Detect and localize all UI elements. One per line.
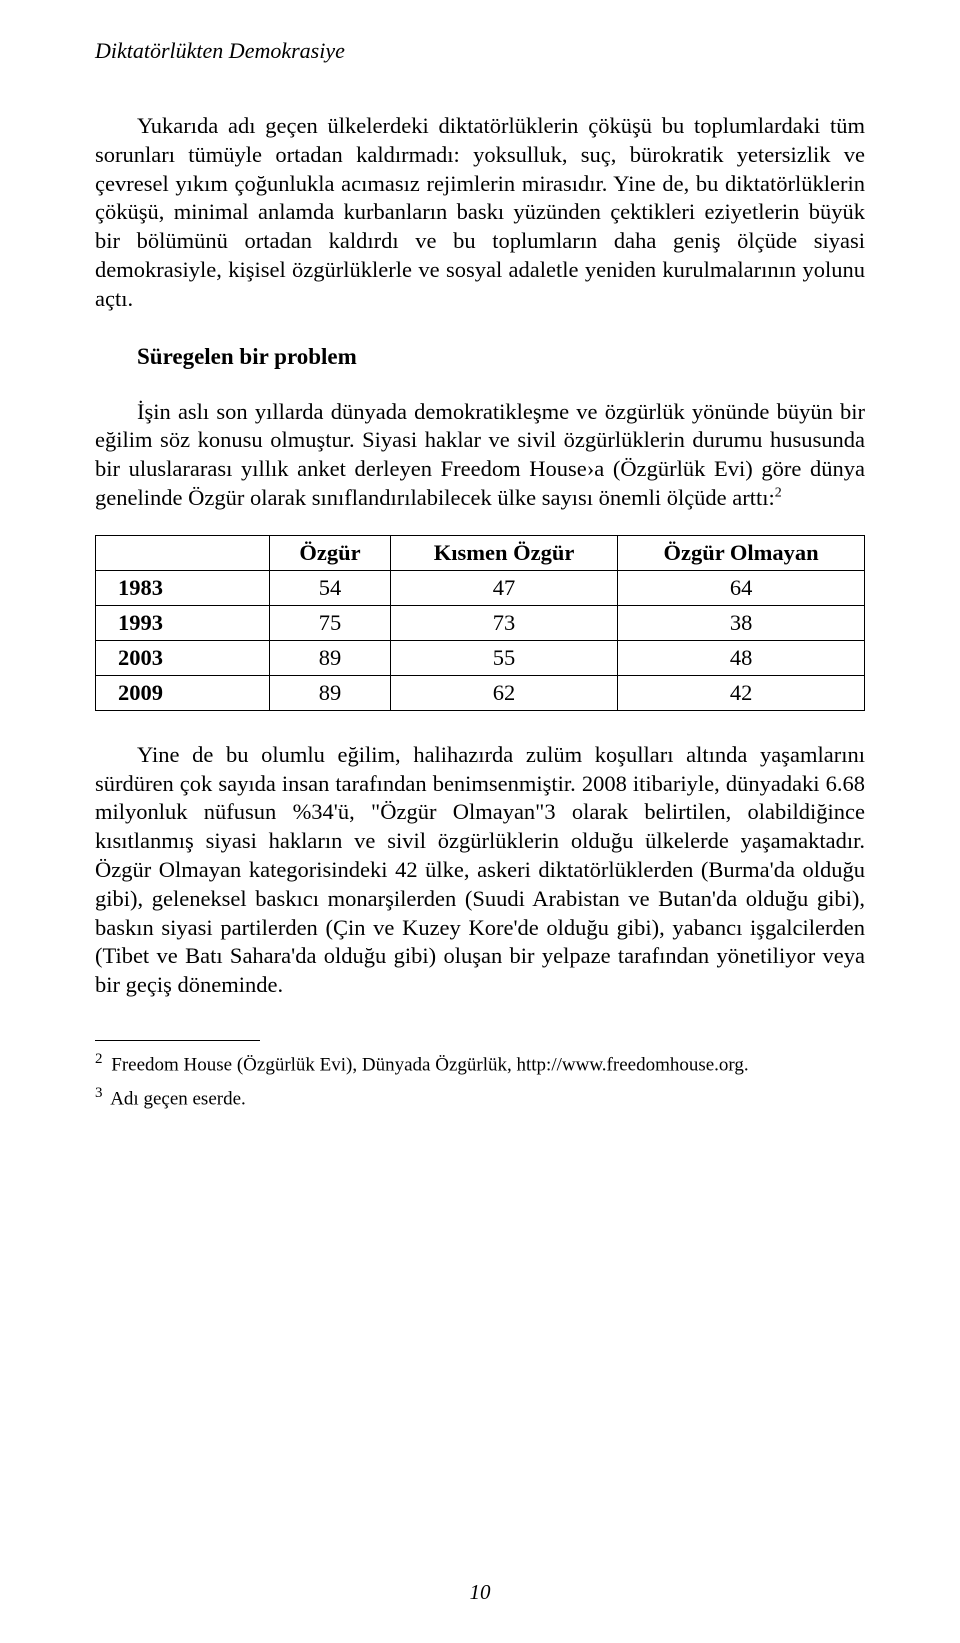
page-number: 10 (0, 1580, 960, 1605)
table-cell: 75 (270, 605, 391, 640)
table-cell: 48 (618, 640, 865, 675)
table-cell: 64 (618, 570, 865, 605)
table-header: Özgür Olmayan (618, 535, 865, 570)
table-row: 2003 89 55 48 (96, 640, 865, 675)
table-year-cell: 2009 (96, 675, 270, 710)
table-cell: 47 (390, 570, 617, 605)
footnote-text: Freedom House (Özgürlük Evi), Dünyada Öz… (107, 1054, 749, 1075)
table-header: Özgür (270, 535, 391, 570)
table-cell: 55 (390, 640, 617, 675)
table-header: Kısmen Özgür (390, 535, 617, 570)
freedom-table: Özgür Kısmen Özgür Özgür Olmayan 1983 54… (95, 535, 865, 711)
footnote-marker: 2 (95, 1051, 103, 1067)
paragraph-3: Yine de bu olumlu eğilim, halihazırda zu… (95, 741, 865, 1000)
table-row: 1993 75 73 38 (96, 605, 865, 640)
table-cell: 42 (618, 675, 865, 710)
table-header-blank (96, 535, 270, 570)
table-cell: 54 (270, 570, 391, 605)
footnote-ref-2: 2 (775, 485, 782, 500)
paragraph-2-text: İşin aslı son yıllarda dünyada demokrati… (95, 399, 865, 510)
paragraph-1: Yukarıda adı geçen ülkelerdeki diktatörl… (95, 112, 865, 314)
footnote-marker: 3 (95, 1085, 103, 1101)
table-cell: 73 (390, 605, 617, 640)
paragraph-2: İşin aslı son yıllarda dünyada demokrati… (95, 398, 865, 513)
table-cell: 89 (270, 640, 391, 675)
table-row: 1983 54 47 64 (96, 570, 865, 605)
footnote-2: 2 Freedom House (Özgürlük Evi), Dünyada … (95, 1049, 865, 1079)
page: Diktatörlükten Demokrasiye Yukarıda adı … (0, 0, 960, 1643)
table-header-row: Özgür Kısmen Özgür Özgür Olmayan (96, 535, 865, 570)
footnote-3: 3 Adı geçen eserde. (95, 1083, 865, 1113)
table-row: 2009 89 62 42 (96, 675, 865, 710)
section-heading: Süregelen bir problem (95, 344, 865, 370)
table-cell: 62 (390, 675, 617, 710)
table-year-cell: 1993 (96, 605, 270, 640)
footnote-rule (95, 1040, 260, 1041)
table-year-cell: 1983 (96, 570, 270, 605)
running-head: Diktatörlükten Demokrasiye (95, 38, 865, 64)
table-cell: 89 (270, 675, 391, 710)
footnote-text: Adı geçen eserde. (107, 1088, 246, 1109)
table-year-cell: 2003 (96, 640, 270, 675)
table-cell: 38 (618, 605, 865, 640)
